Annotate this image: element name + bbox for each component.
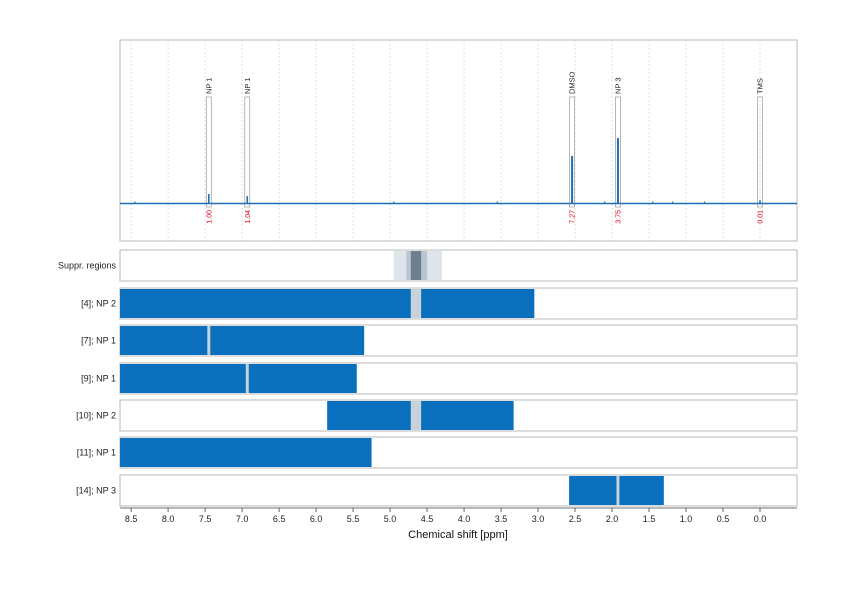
row-label: [9]; NP 1 [81,374,116,384]
x-tick-label: 5.5 [347,514,360,524]
suppr-label: Suppr. regions [58,261,117,271]
suppr-core-region [410,251,422,280]
suppression-regions-panel: Suppr. regions [58,249,798,282]
row-label: [4]; NP 2 [81,299,116,309]
peak-integral: 0.01 [758,210,765,224]
peak-label: DMSO [568,71,577,94]
x-tick-label: 6.0 [310,514,323,524]
row-bar [421,289,535,318]
peak-window [205,96,212,208]
x-tick-label: 7.5 [199,514,212,524]
peak-window [757,96,763,208]
x-tick-label: 4.0 [458,514,471,524]
row-gap [244,364,250,393]
x-tick-label: 5.0 [384,514,397,524]
x-tick-label: 7.0 [236,514,249,524]
row-bar [120,326,208,355]
row-label: [14]; NP 3 [76,486,116,496]
peak-window [615,96,621,208]
peak-integral: 1.00 [206,210,213,224]
row-bar [120,289,411,318]
peak-integral: 3.75 [615,210,622,224]
x-tick-label: 2.5 [569,514,582,524]
peak-label: NP 3 [613,77,622,94]
x-tick-label: 6.5 [273,514,286,524]
row-gap [615,476,621,505]
row-label: [7]; NP 1 [81,336,116,346]
peak-label: TMS [756,78,765,94]
row-gap [409,401,423,430]
row-gap [206,326,212,355]
row-bar [569,476,617,505]
x-tick-label: 1.5 [643,514,656,524]
spectrum-panel: NP 1 1.00 NP 1 1.04 DMSO 7.27 NP 3 3.75 TMS 0.01 [119,39,798,242]
region-rows-panel: [4]; NP 2 [7]; NP 1 [9]; NP 1 [10]; NP 2 [11… [76,287,798,507]
x-tick-label: 3.0 [532,514,545,524]
x-axis: 8.5 8.0 7.5 7.0 6.5 6.0 5.5 5.0 4.5 4.0 3.5 3.0 2.5 2… [120,507,797,524]
peak-window [569,96,575,208]
x-tick-label: 8.0 [162,514,175,524]
row-bar [120,364,246,393]
peak-label: NP 1 [243,77,252,94]
x-tick-label: 0.5 [717,514,730,524]
row-bar [619,476,664,505]
peak-integral: 1.04 [245,210,252,224]
row-label: [11]; NP 1 [77,448,116,458]
row-bar [120,438,372,467]
row-bar [327,401,411,430]
x-tick-label: 2.0 [606,514,619,524]
row-frame [119,474,798,507]
suppr-frame [119,249,798,282]
x-tick-label: 8.5 [125,514,138,524]
x-tick-label: 4.5 [421,514,434,524]
x-tick-label: 0.0 [754,514,767,524]
row-bar [248,364,357,393]
row-bar [421,401,514,430]
row-gap [409,289,423,318]
spectrum-frame [119,39,798,242]
row-bar [210,326,365,355]
x-tick-label: 1.0 [680,514,693,524]
x-axis-title: Chemical shift [ppm] [408,529,508,541]
peak-window [244,96,251,208]
peak-integral: 7.27 [570,210,577,224]
x-tick-label: 3.5 [495,514,508,524]
row-label: [10]; NP 2 [76,411,116,421]
peak-label: NP 1 [204,77,213,94]
